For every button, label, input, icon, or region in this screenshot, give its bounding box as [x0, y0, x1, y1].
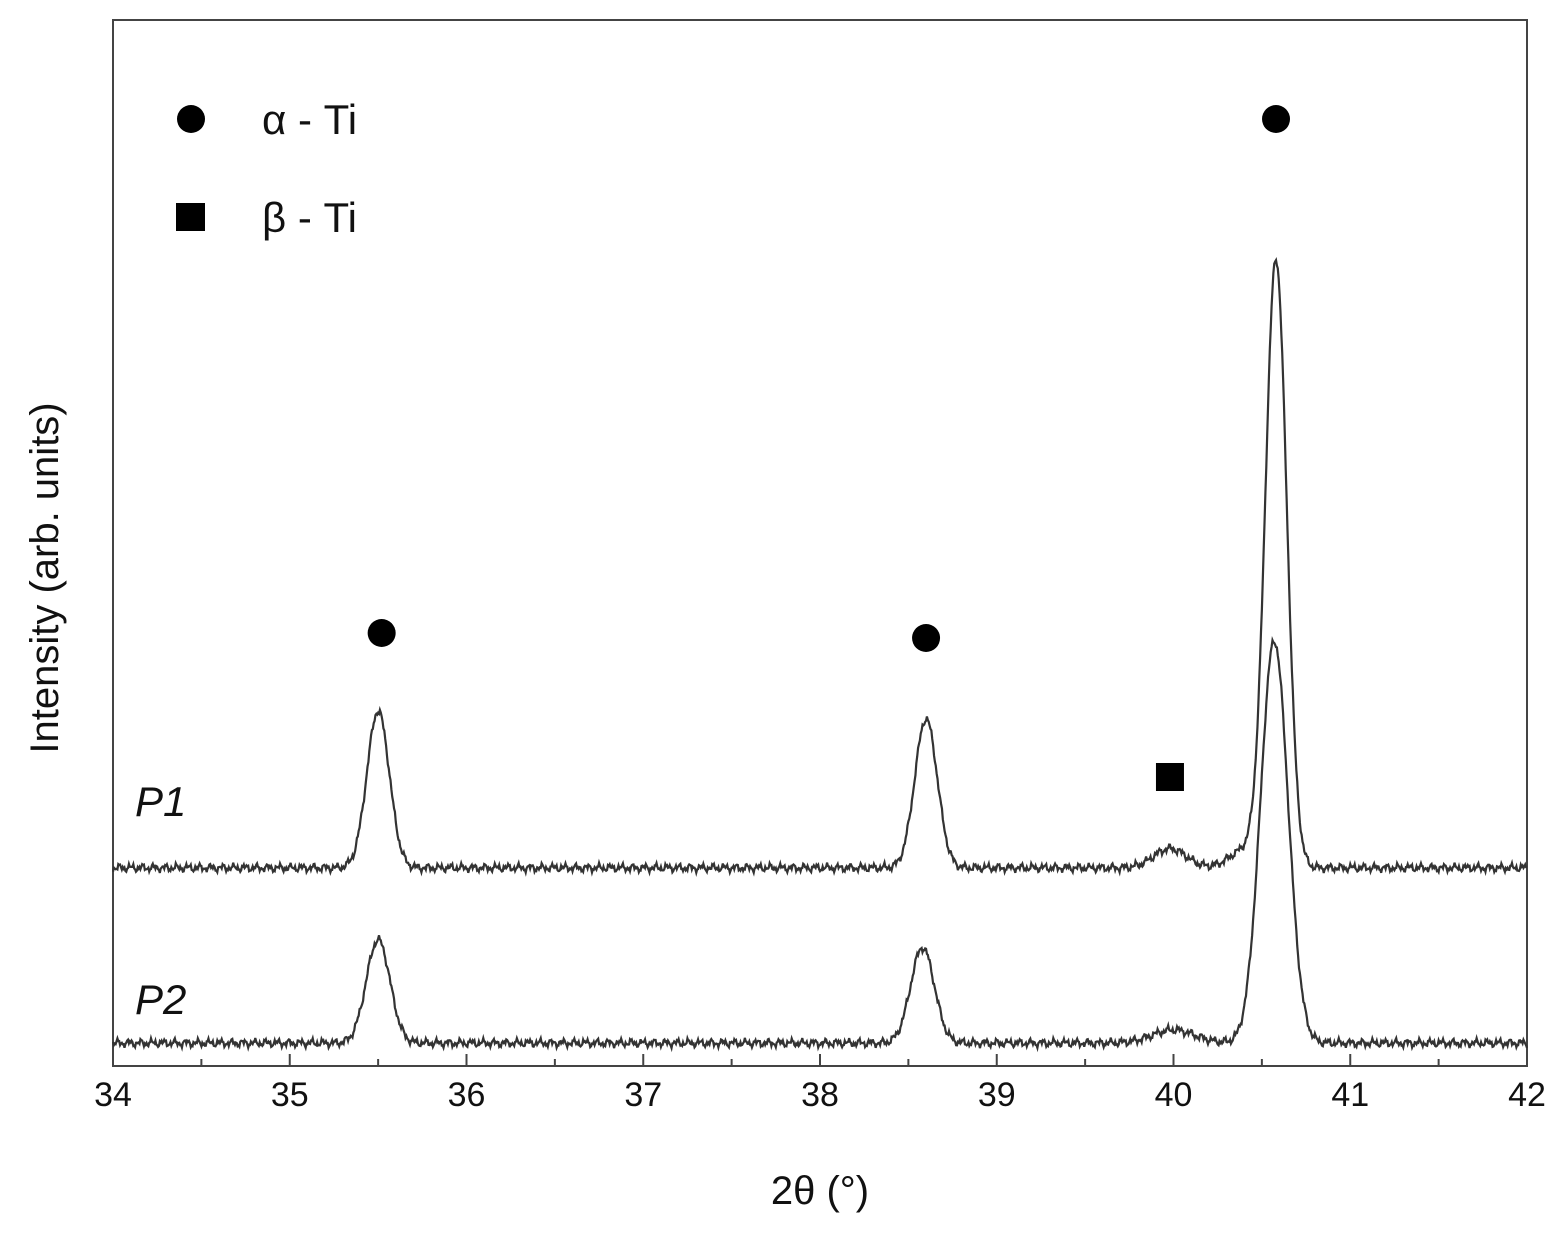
beta-ti-marker — [1155, 763, 1184, 791]
series-line-p1 — [111, 257, 1528, 877]
series-label-p1: P1 — [135, 778, 186, 825]
x-tick-label: 35 — [271, 1076, 309, 1114]
x-tick-label: 34 — [94, 1076, 132, 1114]
x-tick-label: 38 — [801, 1076, 839, 1114]
x-ticks — [112, 1054, 1528, 1066]
x-axis-title: 2θ (°) — [771, 1169, 869, 1213]
alpha-ti-marker — [912, 624, 941, 652]
y-axis-title: Intensity (arb. units) — [23, 402, 67, 753]
series-labels: P1 P2 — [135, 778, 186, 1023]
x-tick-label: 37 — [624, 1076, 662, 1114]
series-label-p2: P2 — [135, 976, 186, 1023]
x-tick-label: 42 — [1508, 1076, 1546, 1114]
x-tick-label: 36 — [448, 1076, 486, 1114]
x-tick-label: 41 — [1331, 1076, 1369, 1114]
legend-label-alpha: α - Ti — [262, 96, 357, 143]
x-tick-label: 39 — [978, 1076, 1016, 1114]
legend-label-beta: β - Ti — [262, 194, 357, 241]
alpha-ti-marker — [1262, 105, 1291, 133]
series-line-p2 — [111, 636, 1529, 1053]
x-tick-labels: 34 35 36 37 38 39 40 41 42 — [94, 1076, 1546, 1114]
series-curves — [111, 257, 1529, 1053]
phase-markers — [367, 105, 1291, 791]
legend: α - Ti β - Ti — [176, 96, 357, 241]
legend-circle-marker — [177, 105, 205, 133]
alpha-ti-marker — [367, 619, 396, 647]
x-tick-label: 40 — [1155, 1076, 1193, 1114]
legend-square-marker — [176, 203, 205, 231]
plot-frame — [112, 19, 1528, 1067]
